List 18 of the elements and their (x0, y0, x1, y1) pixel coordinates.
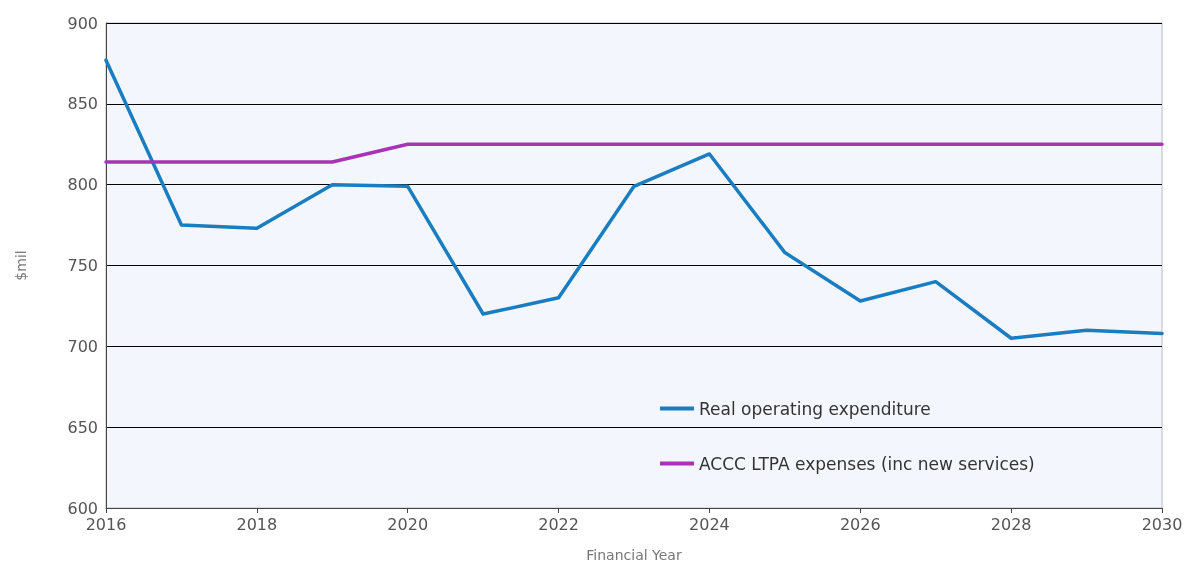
y-tick-label: 850 (67, 94, 98, 114)
x-tick-label: 2026 (839, 514, 881, 534)
line-series (104, 58, 1164, 340)
x-axis-title: Financial Year (586, 547, 682, 563)
legend-label: ACCC LTPA expenses (inc new services) (699, 453, 1035, 474)
y-tick-label: 750 (67, 256, 98, 275)
y-tick-label: 650 (67, 417, 98, 437)
x-tick-label: 2022 (538, 514, 579, 534)
y-axis-title: $mil (13, 250, 29, 281)
y-tick-label: 900 (67, 13, 98, 33)
x-tick-label: 2018 (236, 514, 278, 534)
y-tick-label: 700 (67, 336, 98, 356)
x-tick-label: 2030 (1141, 514, 1183, 534)
x-tick-label: 2024 (689, 514, 730, 534)
legend-label: Real operating expenditure (699, 398, 931, 419)
x-tick-label: 2020 (387, 514, 429, 534)
x-tick-label: 2028 (990, 514, 1032, 534)
y-tick-label: 800 (67, 175, 98, 195)
